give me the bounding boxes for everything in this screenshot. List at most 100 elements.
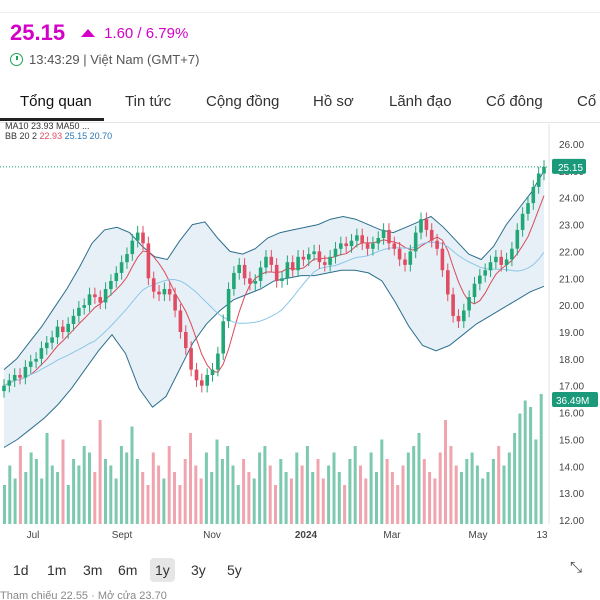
chart-svg[interactable]: 26.0025.0024.0023.0022.0021.0020.0019.00… [0,124,600,544]
candle-body [478,275,482,284]
x-tick-label: Mar [383,530,401,541]
range-1m[interactable]: 1m [47,562,67,578]
y-tick-label: 19.00 [559,328,584,339]
volume-tag-label: 36.49M [556,396,589,407]
volume-bar [194,465,198,524]
tab-shareholders[interactable]: Cổ đông [486,93,543,110]
volume-bar [311,472,315,524]
bollinger-fill [4,170,544,448]
bb-value-1: 22.93 [39,131,63,141]
candle-body [413,232,418,252]
candle-body [397,248,402,260]
volume-bar [523,400,527,524]
candle-body [339,243,343,249]
range-1y[interactable]: 1y [150,558,175,582]
candle-body [510,248,514,260]
range-3y[interactable]: 3y [191,562,206,578]
candle-body [23,366,28,378]
range-6m[interactable]: 6m [118,562,138,578]
up-triangle-icon [81,29,96,37]
volume-bar [497,446,501,524]
volume-tag [552,392,598,407]
ma-legend: MA10 23.93 MA50 ... [5,121,90,131]
volume-bar [242,459,246,524]
tab-overview[interactable]: Tổng quan [20,93,92,110]
volume-bar [18,446,22,524]
candle-body [167,289,172,295]
volume-bar [263,446,267,524]
candle-body [184,332,188,349]
y-tick-label: 23.00 [559,221,584,232]
candle-body [232,272,236,289]
candle-body [39,348,44,359]
candle-body [280,278,284,281]
tab-dividend[interactable]: Cổ t [577,93,600,110]
volume-bar [428,472,432,524]
tab-profile[interactable]: Hồ sơ [313,93,354,110]
candle-body [290,262,295,271]
volume-bar [444,420,447,524]
volume-bar [433,478,437,524]
volume-bar [258,452,262,524]
volume-bar [56,472,60,524]
candle-body [494,256,498,263]
tab-community[interactable]: Cộng đồng [206,93,280,110]
volume-bar [210,472,214,524]
volume-bar [88,452,91,524]
candle-body [392,243,397,249]
candle-body [483,270,487,276]
volume-bar [199,478,203,524]
candle-body [162,289,167,295]
range-selector: 1d 1m 3m 6m 1y 3y 5y [0,552,600,584]
quote-header: 25.15 1.60 / 6.79% [10,18,188,48]
candle-body [205,375,209,386]
candle-body [446,270,450,295]
candle-body [103,289,108,303]
tab-news[interactable]: Tin tức [125,93,172,110]
volume-bar [236,485,240,524]
expand-icon[interactable]: ⤡ [570,559,583,576]
volume-bar [109,465,113,524]
volume-bar [8,465,12,524]
candle-body [435,240,439,249]
volume-bar [146,485,150,524]
candle-body [226,289,231,322]
volume-bar [220,459,224,524]
ma-long-line [3,241,545,387]
bb-value-2: 25.15 [64,131,88,141]
range-3m[interactable]: 3m [83,562,103,578]
volume-bar [534,439,538,524]
price-change: 1.60 / 6.79% [81,25,188,42]
volume-bar [348,459,352,524]
volume-bar [327,465,331,524]
range-1d[interactable]: 1d [13,562,29,578]
candle-body [531,187,536,204]
volume-bar [178,485,182,524]
volume-bar [157,465,161,524]
candle-body [61,326,65,332]
volume-bar [274,485,277,524]
y-tick-label: 15.00 [559,435,584,446]
volume-bar [119,446,123,524]
candle-body [28,361,33,367]
candle-body [7,380,12,386]
volume-bar [337,472,341,524]
candle-body [221,321,225,354]
price-chart[interactable]: 26.0025.0024.0023.0022.0021.0020.0019.00… [0,124,600,544]
candle-body [360,235,364,244]
bollinger-upper [3,170,545,370]
range-5y[interactable]: 5y [227,562,242,578]
volume-bar [98,420,102,524]
candle-body [467,297,471,311]
volume-bar [401,465,405,524]
y-tick-label: 12.00 [559,516,584,527]
volume-bar [375,472,378,524]
volume-bar [289,478,293,524]
volume-bar [380,439,384,524]
candle-body [141,232,145,244]
candle-body [472,283,477,298]
quote-timestamp: 13:43:29 | Việt Nam (GMT+7) [29,52,200,67]
y-tick-label: 26.00 [559,140,584,151]
tab-leadership[interactable]: Lãnh đạo [389,93,452,110]
candle-body [178,310,183,332]
